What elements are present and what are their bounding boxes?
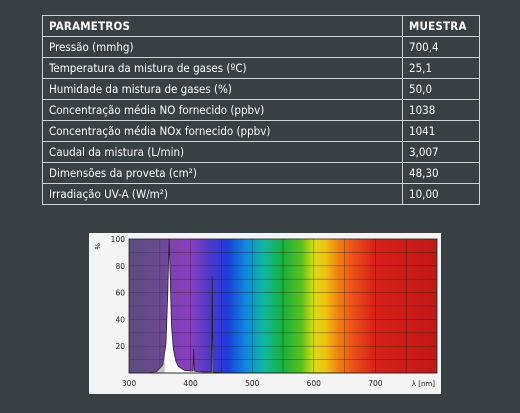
x-tick-label: 300 — [122, 379, 137, 388]
data-layer — [129, 238, 437, 374]
plot-frame — [128, 238, 438, 374]
y-tick-label: 20 — [115, 342, 125, 351]
table-row: Irradiação UV-A (W/m²) 10,00 — [42, 183, 480, 205]
row-value: 700,4 — [402, 36, 480, 58]
row-param: Concentração média NOx fornecido (ppbv) — [42, 120, 403, 142]
parameters-table: PARAMETROS MUESTRA Pressão (mmhg) 700,4 … — [42, 15, 480, 205]
x-tick-label: 400 — [183, 379, 198, 388]
header-sample: MUESTRA — [402, 15, 480, 37]
x-tick-label: 500 — [245, 379, 260, 388]
row-param: Pressão (mmhg) — [42, 36, 403, 58]
row-param: Humidade da mistura de gases (%) — [42, 78, 403, 100]
row-param: Caudal da mistura (L/min) — [42, 141, 403, 163]
spectrum-chart: 20 40 60 80 100% 300 400 500 600 700 λ [nm] — [89, 233, 441, 394]
y-tick-label: 100 — [111, 235, 126, 244]
table-row: Concentração média NO fornecido (ppbv) 1… — [42, 99, 480, 121]
row-param: Dimensões da proveta (cm²) — [42, 162, 403, 184]
y-tick-label: 80 — [115, 262, 125, 271]
table-header-row: PARAMETROS MUESTRA — [42, 15, 480, 37]
row-value: 10,00 — [402, 183, 480, 205]
row-value: 25,1 — [402, 57, 480, 79]
spectrum-chart-svg: 20 40 60 80 100% 300 400 500 600 700 λ [nm] — [93, 235, 438, 388]
row-value: 1038 — [402, 99, 480, 121]
table-row: Humidade da mistura de gases (%) 50,0 — [42, 78, 480, 100]
header-parameters: PARAMETROS — [42, 15, 403, 37]
row-value: 1041 — [402, 120, 480, 142]
row-param: Irradiação UV-A (W/m²) — [42, 183, 403, 205]
table-row: Dimensões da proveta (cm²) 48,30 — [42, 162, 480, 184]
x-tick-label: 700 — [368, 379, 383, 388]
uv-band — [129, 239, 165, 373]
emission-spectrum-area — [129, 238, 437, 374]
table-row: Pressão (mmhg) 700,4 — [42, 36, 480, 58]
grid-lines — [129, 239, 437, 373]
row-value: 3,007 — [402, 141, 480, 163]
y-tick-label: 60 — [115, 289, 125, 298]
x-axis-label: λ [nm] — [412, 380, 435, 388]
row-param: Temperatura da mistura de gases (ºC) — [42, 57, 403, 79]
y-tick-label: 40 — [115, 315, 125, 324]
table-row: Temperatura da mistura de gases (ºC) 25,… — [42, 57, 480, 79]
y-axis-label: % — [93, 243, 101, 250]
x-tick-label: 600 — [307, 379, 322, 388]
row-value: 50,0 — [402, 78, 480, 100]
row-param: Concentração média NO fornecido (ppbv) — [42, 99, 403, 121]
table-row: Caudal da mistura (L/min) 3,007 — [42, 141, 480, 163]
table-row: Concentração média NOx fornecido (ppbv) … — [42, 120, 480, 142]
axis-layer: 20 40 60 80 100% 300 400 500 600 700 λ [nm] — [93, 235, 438, 388]
row-value: 48,30 — [402, 162, 480, 184]
